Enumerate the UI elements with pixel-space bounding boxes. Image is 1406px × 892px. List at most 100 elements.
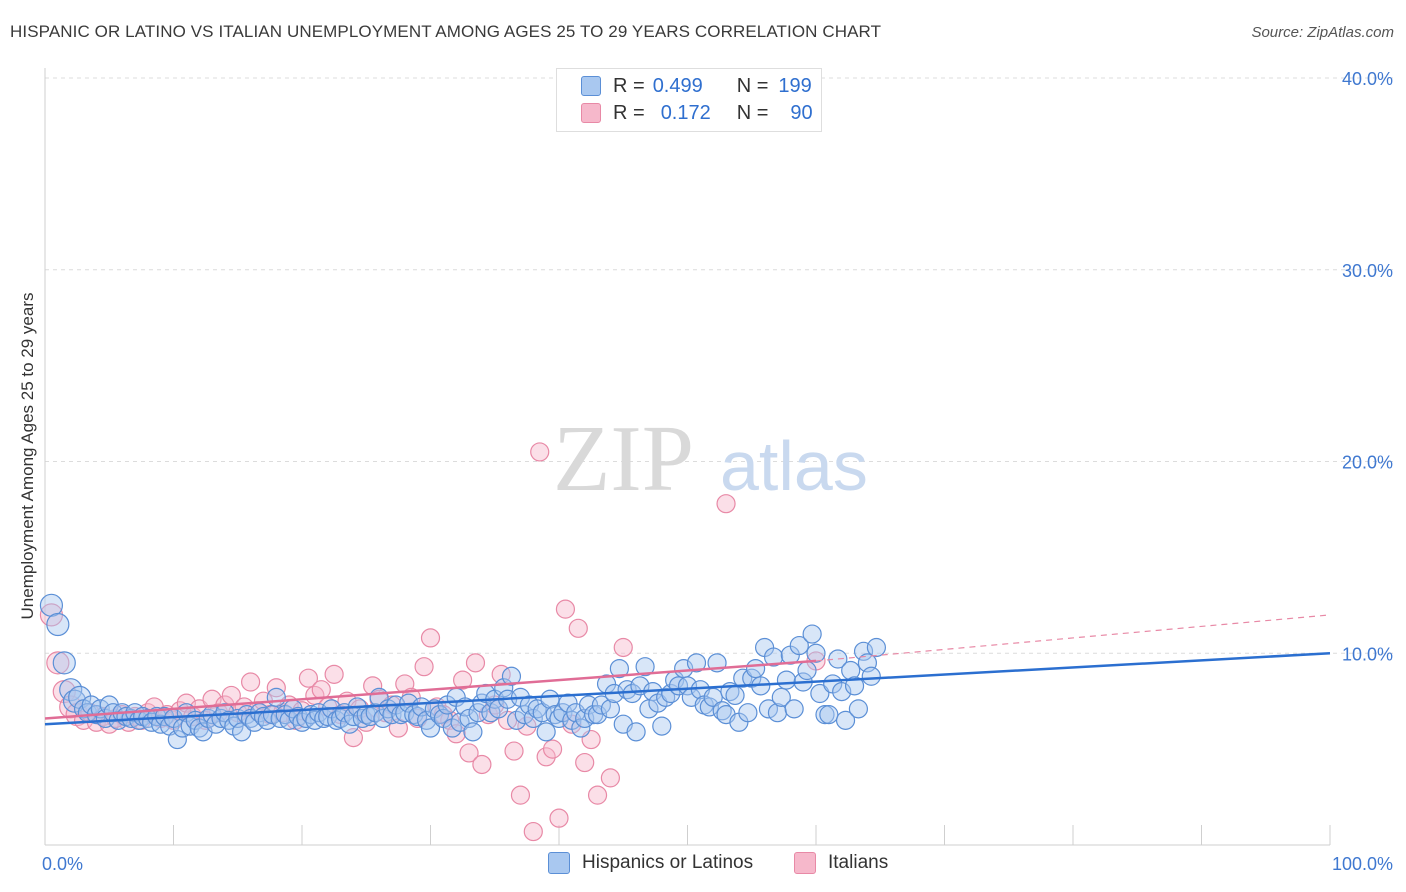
watermark-zip: ZIP [553,407,694,511]
source-credit: Source: ZipAtlas.com [1251,24,1394,41]
bottom-legend-label-hispanic: Hispanics or Latinos [582,852,754,873]
chart-title: HISPANIC OR LATINO VS ITALIAN UNEMPLOYME… [10,22,882,41]
hispanic-point [420,718,441,738]
hispanic-point [501,666,522,686]
hispanic-point [797,660,817,681]
hispanic-point [686,653,707,673]
italians-point [46,651,70,675]
hispanic-point [39,593,64,617]
italians-point [530,442,550,462]
y-axis-label: Unemployment Among Ages 25 to 29 years [18,292,37,620]
legend-row-hispanic: R = 0.499 N = 199 [581,73,812,99]
grid-lines [45,77,1395,654]
hispanic-point [848,699,869,719]
italians-point [324,664,344,684]
hispanic-point [802,624,822,644]
hispanic-point [746,658,766,679]
hispanic-point [52,651,76,675]
correlation-legend: R = 0.499 N = 199 R = 0.172 N = 90 [556,68,822,132]
legend-n-label: N = [736,74,769,97]
hispanic-point [828,649,848,669]
hispanic-point [861,666,881,686]
italians-point [568,618,588,638]
legend-r-value: 0.172 [660,101,711,124]
hispanic-point [167,729,187,750]
hispanic-point [648,693,668,713]
hispanic-point [835,710,856,730]
hispanic-point [789,635,809,656]
legend-swatch-italians [581,103,601,123]
hispanic-point [725,685,745,706]
legend-r-label: R = [613,101,645,124]
hispanic-point [738,703,758,723]
hispanic-point [600,699,621,719]
hispanic-point [776,670,797,690]
hispanic-point [712,701,732,721]
hispanic-point [232,722,252,742]
trend-line-italians [44,659,817,720]
hispanic-point [699,697,719,717]
hispanic-point [763,647,784,667]
hispanic-point [429,705,450,725]
italians-point [453,670,473,690]
bottom-legend-italians: Italians [794,852,888,874]
italians-point [600,768,621,788]
hispanic-point [806,643,826,663]
y-tick-label: 30.0% [1342,261,1393,281]
hispanic-point [784,699,804,719]
italians-point [613,637,633,658]
hispanic-point [506,710,527,730]
hispanic-point [771,687,791,707]
hispanic-point [527,699,547,719]
hispanic-point [656,687,676,707]
hispanic-point [626,722,646,742]
watermark: ZIP atlas [553,407,868,511]
bottom-legend-label-italians: Italians [828,852,889,873]
hispanic-point [463,722,483,742]
hispanic-point [617,680,637,700]
hispanic-point [536,722,556,742]
axes [44,68,1331,846]
legend-r-value: 0.499 [652,74,703,97]
italians-point [555,599,576,619]
italians-point [465,653,486,673]
trend-line-italians-extension [815,614,1331,662]
italians-point [311,680,331,700]
hispanic-point [677,676,698,696]
italians-point [414,657,434,677]
italians-point [587,785,608,805]
hispanic-point [571,718,591,738]
hispanic-point [635,657,655,677]
trend-line-hispanic [44,652,1331,726]
tick-labels: 10.0% 20.0% 30.0% 40.0% 0.0% 100.0% [42,69,1393,874]
hispanic-point [609,658,629,679]
italians-point [241,672,261,692]
italians-point [298,668,319,688]
trend-lines [44,614,1331,726]
bottom-legend-swatch-italians [794,852,816,874]
x-tick-label: 0.0% [42,854,83,874]
hispanic-point [866,637,886,658]
hispanic-point [46,612,70,637]
italians-point [504,741,524,761]
hispanic-point [266,687,286,707]
y-tick-label: 40.0% [1342,69,1393,89]
italians-point [420,628,441,648]
hispanic-point [819,705,839,725]
hispanic-point [545,705,565,725]
italians-point [716,494,736,514]
italians-point [523,821,543,842]
hispanic-point [442,718,462,738]
italians-point [459,743,479,763]
hispanic-point [540,689,560,709]
legend-row-italians: R = 0.172 N = 90 [581,100,813,126]
legend-r-label: R = [613,74,645,97]
watermark-atlas: atlas [720,427,868,505]
bottom-legend-swatch-hispanic [548,852,570,874]
series-hispanics-or-latinos [39,593,886,750]
y-tick-label: 20.0% [1342,453,1393,473]
bottom-legend-hispanic: Hispanics or Latinos [548,852,753,874]
legend-swatch-hispanic [581,76,601,96]
italians-point [517,716,537,736]
